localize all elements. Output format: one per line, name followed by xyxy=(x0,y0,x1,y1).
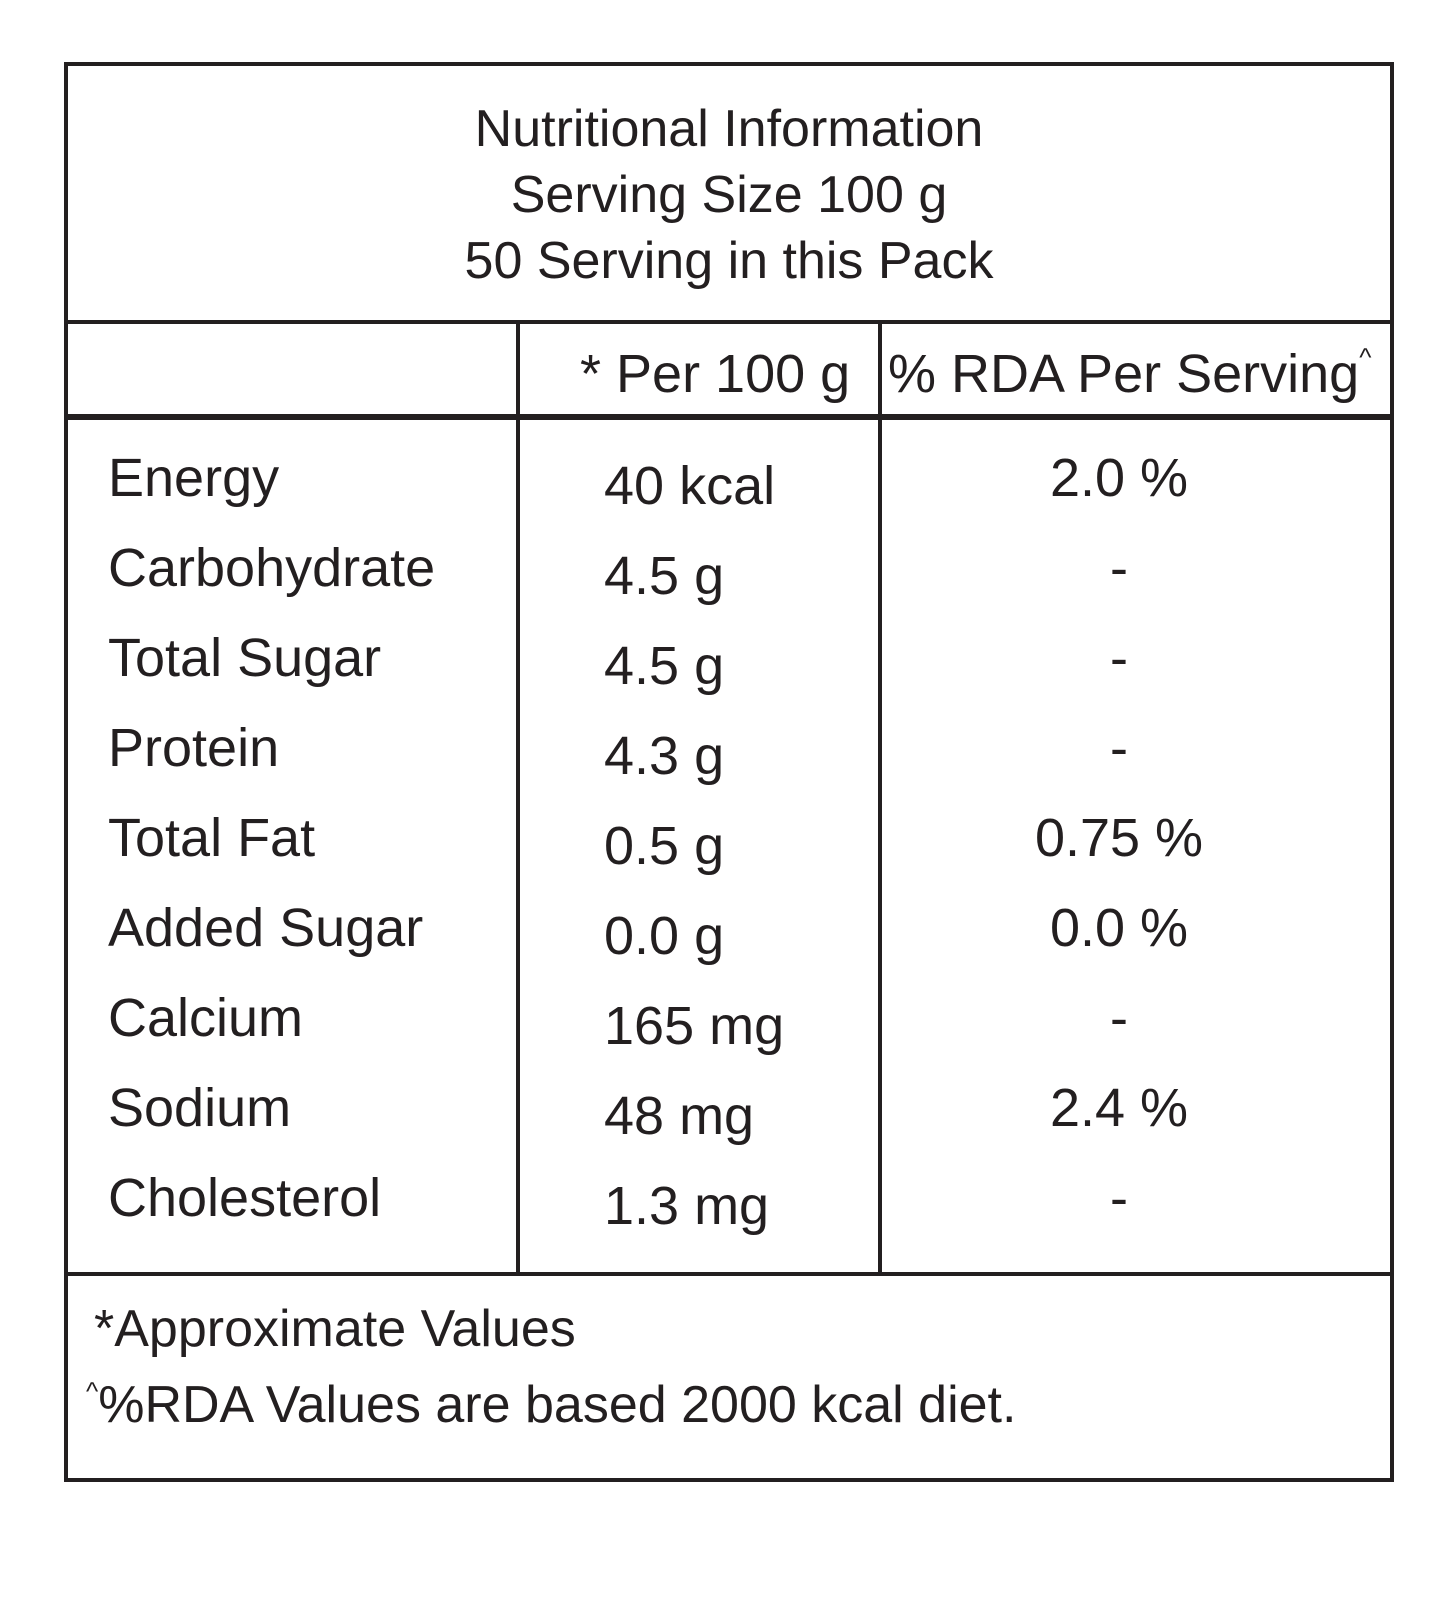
footnotes: *Approximate Values ^%RDA Values are bas… xyxy=(68,1291,1390,1451)
nutrient-rda: 0.75 % xyxy=(1034,808,1204,868)
nutrient-name: Sodium xyxy=(108,1078,292,1138)
nutrient-per-100g: 0.0 g xyxy=(604,906,725,966)
serving-size: Serving Size 100 g xyxy=(510,166,948,224)
nutrient-per-100g: 48 mg xyxy=(604,1086,755,1146)
nutrient-name: Added Sugar xyxy=(108,898,424,958)
nutrient-per-100g: 1.3 mg xyxy=(604,1176,770,1236)
nutrient-per-100g: 40 kcal xyxy=(604,456,776,516)
divider-column-header xyxy=(68,414,1390,420)
divider-footer xyxy=(68,1272,1390,1276)
nutrient-per-100g: 4.3 g xyxy=(604,726,725,786)
nutrient-rda: - xyxy=(1110,538,1128,598)
table-row: Calcium 165 mg - xyxy=(68,972,1390,1064)
divider-column-1 xyxy=(516,324,520,1274)
label-header: Nutritional Information Serving Size 100… xyxy=(68,66,1390,326)
nutrient-per-100g: 4.5 g xyxy=(604,636,725,696)
nutrient-rda: 2.4 % xyxy=(1049,1078,1189,1138)
footnote-approximate: *Approximate Values xyxy=(94,1300,576,1358)
rda-caret-mark: ^ xyxy=(1359,342,1372,372)
table-row: Cholesterol 1.3 mg - xyxy=(68,1152,1390,1244)
nutrient-per-100g: 4.5 g xyxy=(604,546,725,606)
nutrient-rda: - xyxy=(1110,718,1128,778)
table-row: Added Sugar 0.0 g 0.0 % xyxy=(68,882,1390,974)
nutrient-per-100g: 165 mg xyxy=(604,996,785,1056)
servings-per-pack: 50 Serving in this Pack xyxy=(464,232,994,290)
nutrition-label: Nutritional Information Serving Size 100… xyxy=(64,62,1394,1482)
footnote-rda: ^%RDA Values are based 2000 kcal diet. xyxy=(68,1367,1390,1451)
column-header-rda: % RDA Per Serving^ xyxy=(888,326,1371,426)
table-row: Total Sugar 4.5 g - xyxy=(68,612,1390,704)
table-row: Protein 4.3 g - xyxy=(68,702,1390,794)
column-header-rda-label: % RDA Per Serving xyxy=(888,344,1360,404)
nutrient-rda: - xyxy=(1110,628,1128,688)
nutrient-name: Cholesterol xyxy=(108,1168,382,1228)
nutrient-rda: 0.0 % xyxy=(1049,898,1189,958)
table-row: Sodium 48 mg 2.4 % xyxy=(68,1062,1390,1154)
nutrient-rda: - xyxy=(1110,1168,1128,1228)
nutrient-name: Protein xyxy=(108,718,280,778)
nutrient-per-100g: 0.5 g xyxy=(604,816,725,876)
footnote-caret-mark: ^ xyxy=(86,1376,99,1406)
nutrient-name: Calcium xyxy=(108,988,304,1048)
nutrient-rda: - xyxy=(1110,988,1128,1048)
footnote-rda-text: %RDA Values are based 2000 kcal diet. xyxy=(98,1376,1017,1434)
nutrient-name: Total Fat xyxy=(108,808,316,868)
nutrient-rda: 2.0 % xyxy=(1049,448,1189,508)
divider-column-2 xyxy=(878,324,882,1274)
table-row: Total Fat 0.5 g 0.75 % xyxy=(68,792,1390,884)
column-header-per-100g: * Per 100 g xyxy=(580,344,851,404)
divider-header xyxy=(68,320,1390,324)
nutrient-name: Total Sugar xyxy=(108,628,382,688)
label-title: Nutritional Information xyxy=(474,100,984,158)
nutrient-name: Energy xyxy=(108,448,280,508)
table-row: Energy 40 kcal 2.0 % xyxy=(68,432,1390,524)
table-row: Carbohydrate 4.5 g - xyxy=(68,522,1390,614)
nutrient-name: Carbohydrate xyxy=(108,538,436,598)
